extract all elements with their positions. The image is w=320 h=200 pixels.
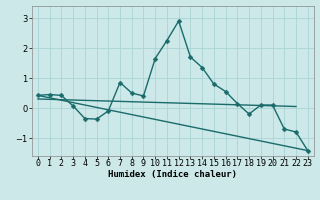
X-axis label: Humidex (Indice chaleur): Humidex (Indice chaleur) [108, 170, 237, 179]
